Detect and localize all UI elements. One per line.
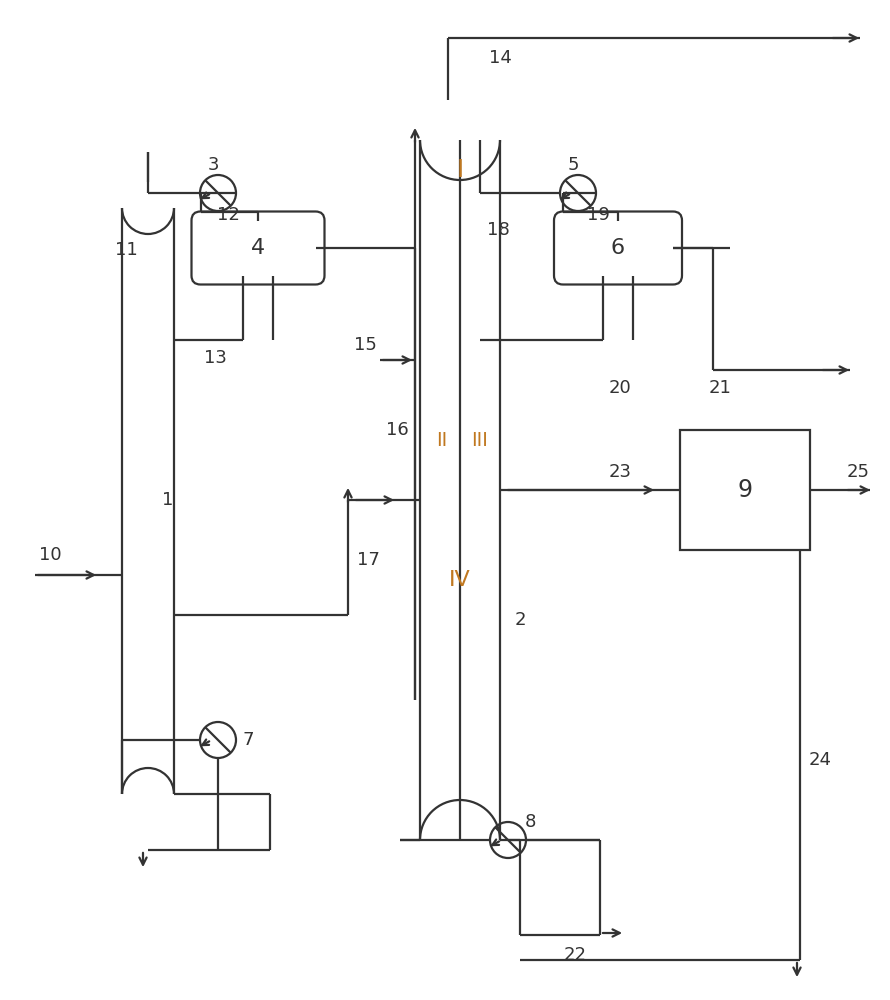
Text: 13: 13 bbox=[204, 349, 226, 367]
Text: 15: 15 bbox=[353, 336, 376, 354]
Text: 14: 14 bbox=[489, 49, 512, 67]
Text: 18: 18 bbox=[487, 221, 509, 239]
Text: 21: 21 bbox=[708, 379, 732, 397]
Text: 8: 8 bbox=[524, 813, 536, 831]
Text: 19: 19 bbox=[587, 206, 610, 224]
Text: 17: 17 bbox=[357, 551, 379, 569]
Text: 7: 7 bbox=[242, 731, 254, 749]
Text: 4: 4 bbox=[251, 238, 265, 258]
Text: 25: 25 bbox=[846, 463, 870, 481]
Bar bbox=[680, 430, 810, 550]
Text: IV: IV bbox=[449, 570, 471, 590]
Text: 10: 10 bbox=[38, 546, 61, 564]
Text: 9: 9 bbox=[738, 478, 753, 502]
Text: III: III bbox=[472, 430, 489, 450]
Text: 24: 24 bbox=[808, 751, 831, 769]
Text: 6: 6 bbox=[611, 238, 625, 258]
Text: 1: 1 bbox=[162, 491, 174, 509]
Text: 20: 20 bbox=[609, 379, 631, 397]
Text: I: I bbox=[457, 158, 464, 182]
Text: 2: 2 bbox=[515, 611, 527, 629]
Text: II: II bbox=[436, 430, 448, 450]
Text: 23: 23 bbox=[609, 463, 632, 481]
Text: 5: 5 bbox=[567, 156, 579, 174]
Text: 16: 16 bbox=[385, 421, 409, 439]
Text: 22: 22 bbox=[563, 946, 587, 964]
Text: 12: 12 bbox=[216, 206, 239, 224]
Text: 11: 11 bbox=[115, 241, 137, 259]
Text: 3: 3 bbox=[207, 156, 219, 174]
